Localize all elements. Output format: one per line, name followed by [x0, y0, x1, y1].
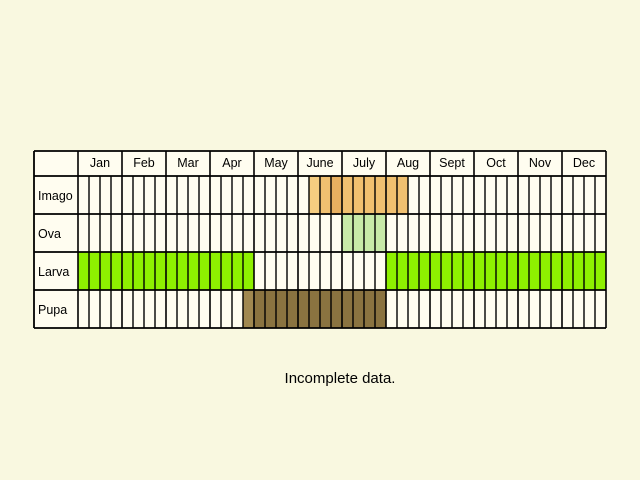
- month-label: Apr: [222, 156, 241, 170]
- month-label: May: [264, 156, 288, 170]
- stage-range-imago-0: [309, 176, 320, 214]
- incomplete-data-note: Incomplete data.: [284, 370, 396, 387]
- stage-label: Larva: [38, 265, 69, 279]
- month-label: Dec: [573, 156, 595, 170]
- month-label: June: [306, 156, 333, 170]
- month-label: Feb: [133, 156, 155, 170]
- stage-range-imago-2: [331, 176, 342, 214]
- month-label: Nov: [529, 156, 552, 170]
- month-label: Sept: [439, 156, 465, 170]
- stage-label: Pupa: [38, 303, 67, 317]
- month-label: July: [353, 156, 376, 170]
- month-label: Mar: [177, 156, 199, 170]
- stage-range-imago-1: [320, 176, 331, 214]
- month-label: Oct: [486, 156, 506, 170]
- month-label: Aug: [397, 156, 419, 170]
- stage-label: Imago: [38, 189, 73, 203]
- stage-label: Ova: [38, 227, 61, 241]
- stage-range-pupa-0: [243, 290, 254, 328]
- month-label: Jan: [90, 156, 110, 170]
